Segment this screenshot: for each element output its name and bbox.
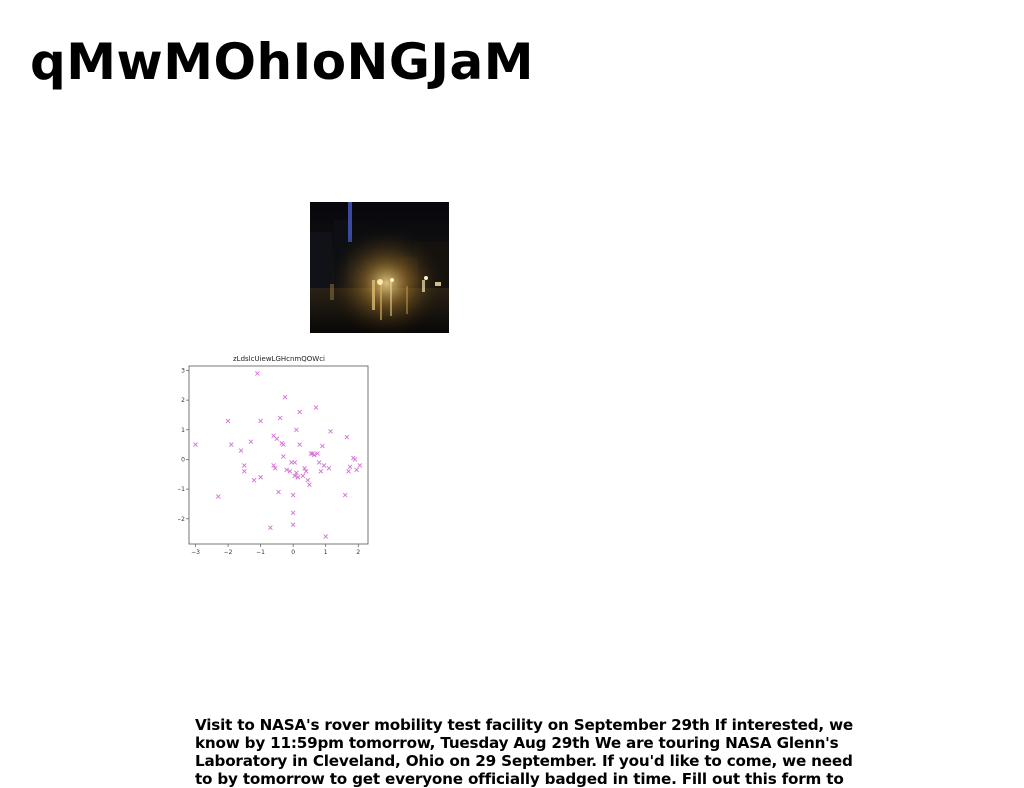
- scatter-point: [281, 454, 286, 459]
- scatter-point: [311, 452, 317, 458]
- scatter-point: [238, 448, 244, 453]
- scatter-point: [346, 468, 351, 474]
- scatter-point: [294, 470, 299, 476]
- scatter-point: [344, 434, 350, 440]
- scatter-point: [313, 405, 319, 410]
- scatter-point: [225, 418, 231, 424]
- scatter-point: [347, 464, 353, 470]
- scatter-point: [320, 443, 325, 449]
- scatter-point: [193, 442, 198, 447]
- scatter-point: [242, 468, 247, 474]
- scatter-point: [248, 439, 254, 444]
- street-photo: [310, 202, 449, 333]
- scatter-point: [354, 467, 359, 473]
- y-tick-label: −2: [178, 516, 185, 523]
- scatter-point: [326, 466, 332, 471]
- y-tick-label: 1: [181, 427, 185, 434]
- scatter-point: [255, 371, 260, 376]
- scatter-point: [305, 477, 311, 483]
- scatter-point: [271, 463, 276, 468]
- scatter-point: [315, 451, 320, 456]
- scatter-point: [316, 460, 322, 465]
- scatter-point: [272, 466, 278, 471]
- scatter-point: [268, 525, 273, 531]
- night-street-image: [310, 202, 449, 333]
- scatter-point: [290, 522, 296, 528]
- scatter-point: [357, 463, 363, 468]
- scatter-point: [328, 428, 333, 434]
- scatter-point: [228, 442, 234, 447]
- x-tick-label: 0: [291, 549, 295, 556]
- scatter-point: [308, 451, 314, 456]
- page-title: qMwMOhIoNGJaM: [30, 33, 535, 91]
- scatter-chart: zLdslcUiewLGHcnmQOWci −3 −2 −1 0 1 2 −2 −1 0 1 2 3: [178, 352, 378, 558]
- scatter-point: [323, 534, 329, 539]
- chart-plot-area: [188, 365, 369, 545]
- scatter-point: [318, 468, 324, 474]
- scatter-point: [258, 418, 263, 424]
- scatter-chart-svg: zLdslcUiewLGHcnmQOWci −3 −2 −1 0 1 2 −2 −1 0 1 2 3: [178, 355, 369, 556]
- y-tick-label: 3: [181, 367, 185, 374]
- post-body-text: Visit to NASA's rover mobility test faci…: [195, 716, 854, 788]
- scatter-point: [307, 482, 312, 487]
- scatter-point: [284, 467, 289, 473]
- scatter-point: [295, 474, 301, 480]
- scatter-point: [297, 442, 302, 447]
- chart-title: zLdslcUiewLGHcnmQOWci: [233, 355, 325, 363]
- x-tick-label: −1: [256, 549, 265, 556]
- scatter-point: [321, 463, 327, 468]
- scatter-point: [300, 473, 306, 479]
- y-tick-label: 2: [181, 397, 185, 404]
- scatter-point: [297, 409, 302, 415]
- scatter-point: [242, 463, 247, 468]
- scatter-point: [290, 492, 296, 498]
- scatter-point: [294, 427, 299, 433]
- scatter-point: [342, 492, 348, 498]
- scatter-point: [276, 489, 281, 495]
- scatter-point: [352, 457, 358, 462]
- scatter-point: [215, 494, 221, 499]
- y-tick-label: −1: [178, 486, 185, 493]
- scatter-point: [251, 477, 257, 483]
- scatter-point: [303, 468, 309, 474]
- scatter-point: [290, 510, 296, 516]
- y-tick-label: 0: [181, 456, 185, 463]
- scatter-point: [258, 474, 263, 480]
- scatter-point: [281, 442, 286, 447]
- scatter-point: [274, 436, 280, 442]
- scatter-point: [282, 394, 288, 400]
- x-tick-label: 1: [324, 549, 328, 556]
- scatter-point: [302, 466, 307, 471]
- x-tick-label: −3: [191, 549, 200, 556]
- x-tick-label: 2: [356, 549, 360, 556]
- x-tick-label: −2: [224, 549, 233, 556]
- scatter-point: [292, 460, 298, 465]
- scatter-point: [287, 468, 293, 474]
- scatter-point: [292, 473, 298, 479]
- scatter-point: [277, 415, 283, 421]
